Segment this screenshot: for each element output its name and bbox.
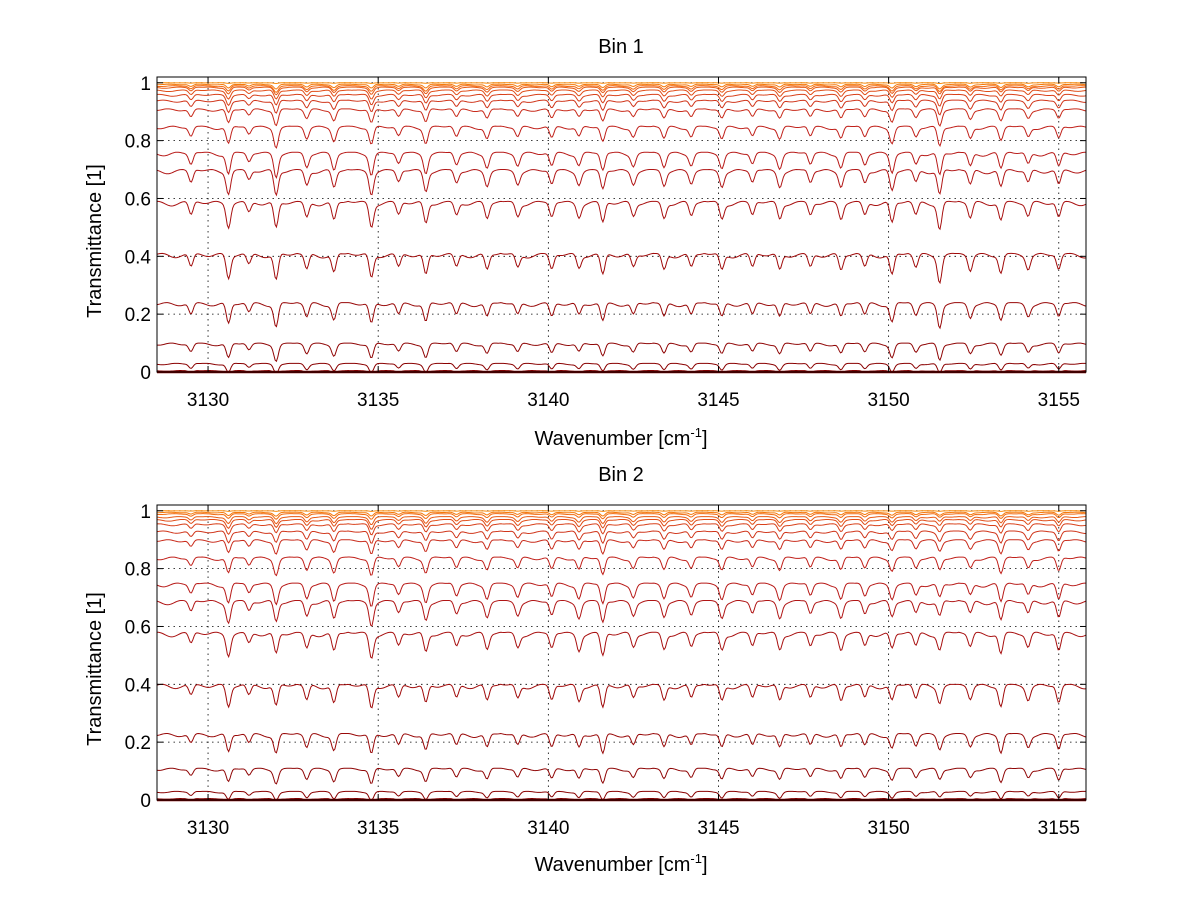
y-tick-label: 1: [140, 502, 151, 523]
x-tick-label: 3145: [697, 818, 739, 839]
y-tick-label: 0.8: [125, 560, 151, 581]
series-line: [156, 798, 1087, 801]
x-axis-label-main: Wavenumber [cm: [534, 428, 690, 450]
x-tick-label: 3155: [1038, 818, 1080, 839]
series-line: [156, 631, 1087, 659]
series-line: [156, 523, 1087, 536]
x-tick-label: 3140: [527, 390, 569, 411]
x-axis-label-superscript: -1: [690, 425, 702, 440]
series-line: [156, 539, 1087, 556]
x-axis-label-end: ]: [702, 428, 708, 450]
y-tick-label: 0.2: [125, 733, 151, 754]
series-line: [156, 86, 1087, 96]
series-line: [156, 125, 1087, 149]
series-line: [156, 683, 1087, 709]
series-line: [156, 252, 1087, 285]
x-tick-label: 3130: [187, 818, 229, 839]
ticks: 3130 3135 3140 3145 3150 3155 0 0.2 0.4 0.6 0.8 1: [125, 74, 1086, 411]
series-line: [156, 93, 1087, 107]
series-line: [156, 82, 1087, 85]
y-axis-label: Transmittance [1]: [84, 164, 106, 318]
series-line: [156, 582, 1087, 607]
series-line: [156, 790, 1087, 801]
series-line: [156, 169, 1087, 197]
series-line: [156, 362, 1087, 373]
plot-frame: [156, 504, 1087, 801]
x-tick-label: 3155: [1038, 390, 1080, 411]
x-axis-label-main: Wavenumber [cm: [534, 854, 690, 876]
series-line: [156, 510, 1087, 512]
panel-bin-2: Bin 2 3130 3135 3140 3145 3150 3155 0 0.2 0.4 0.6…: [84, 464, 1087, 876]
series-line: [156, 767, 1087, 785]
series-line: [156, 518, 1087, 530]
panel-title: Bin 1: [598, 36, 644, 58]
series-line: [156, 511, 1087, 517]
y-tick-label: 0.8: [125, 132, 151, 153]
x-axis-label: Wavenumber [cm-1]: [534, 851, 707, 876]
series-line: [156, 530, 1087, 545]
x-tick-label: 3150: [867, 818, 909, 839]
series-line: [156, 108, 1087, 127]
series-line: [156, 342, 1087, 363]
ticks: 3130 3135 3140 3145 3150 3155 0 0.2 0.4 0.6 0.8 1: [125, 502, 1086, 839]
series-line: [156, 99, 1087, 116]
series-line: [156, 556, 1087, 577]
series-line: [156, 302, 1087, 330]
x-axis-label-end: ]: [702, 854, 708, 876]
panel-bin-1: Bin 1 3130 3135 3140 3145 3150 3155 0 0.2 0.4 0.6…: [84, 36, 1087, 450]
series-line: [156, 200, 1087, 231]
series-line: [156, 83, 1087, 90]
series-line: [156, 151, 1087, 180]
y-tick-label: 0.2: [125, 305, 151, 326]
x-tick-label: 3140: [527, 818, 569, 839]
series-line: [156, 513, 1087, 520]
x-tick-label: 3145: [697, 390, 739, 411]
series-line: [156, 599, 1087, 627]
y-tick-label: 0.6: [125, 617, 151, 638]
series-line: [156, 516, 1087, 526]
x-tick-label: 3130: [187, 390, 229, 411]
plot-frame: [156, 76, 1087, 373]
x-tick-label: 3135: [357, 818, 399, 839]
y-tick-label: 0: [140, 363, 151, 384]
x-axis-label: Wavenumber [cm-1]: [534, 425, 707, 450]
y-tick-label: 0.4: [125, 675, 152, 696]
series-line: [156, 370, 1087, 373]
y-tick-label: 0.4: [125, 247, 152, 268]
grid: [157, 77, 1086, 373]
series-group: [156, 82, 1087, 374]
series-line: [156, 89, 1087, 100]
y-tick-label: 0.6: [125, 189, 151, 210]
x-axis-label-superscript: -1: [690, 851, 702, 866]
grid: [157, 505, 1086, 801]
panel-title: Bin 2: [598, 464, 644, 486]
x-tick-label: 3135: [357, 390, 399, 411]
series-group: [156, 510, 1087, 802]
y-axis-label: Transmittance [1]: [84, 592, 106, 746]
series-line: [156, 85, 1087, 93]
series-line: [156, 732, 1087, 755]
x-tick-label: 3150: [867, 390, 909, 411]
y-tick-label: 0: [140, 791, 151, 812]
y-tick-label: 1: [140, 74, 151, 95]
